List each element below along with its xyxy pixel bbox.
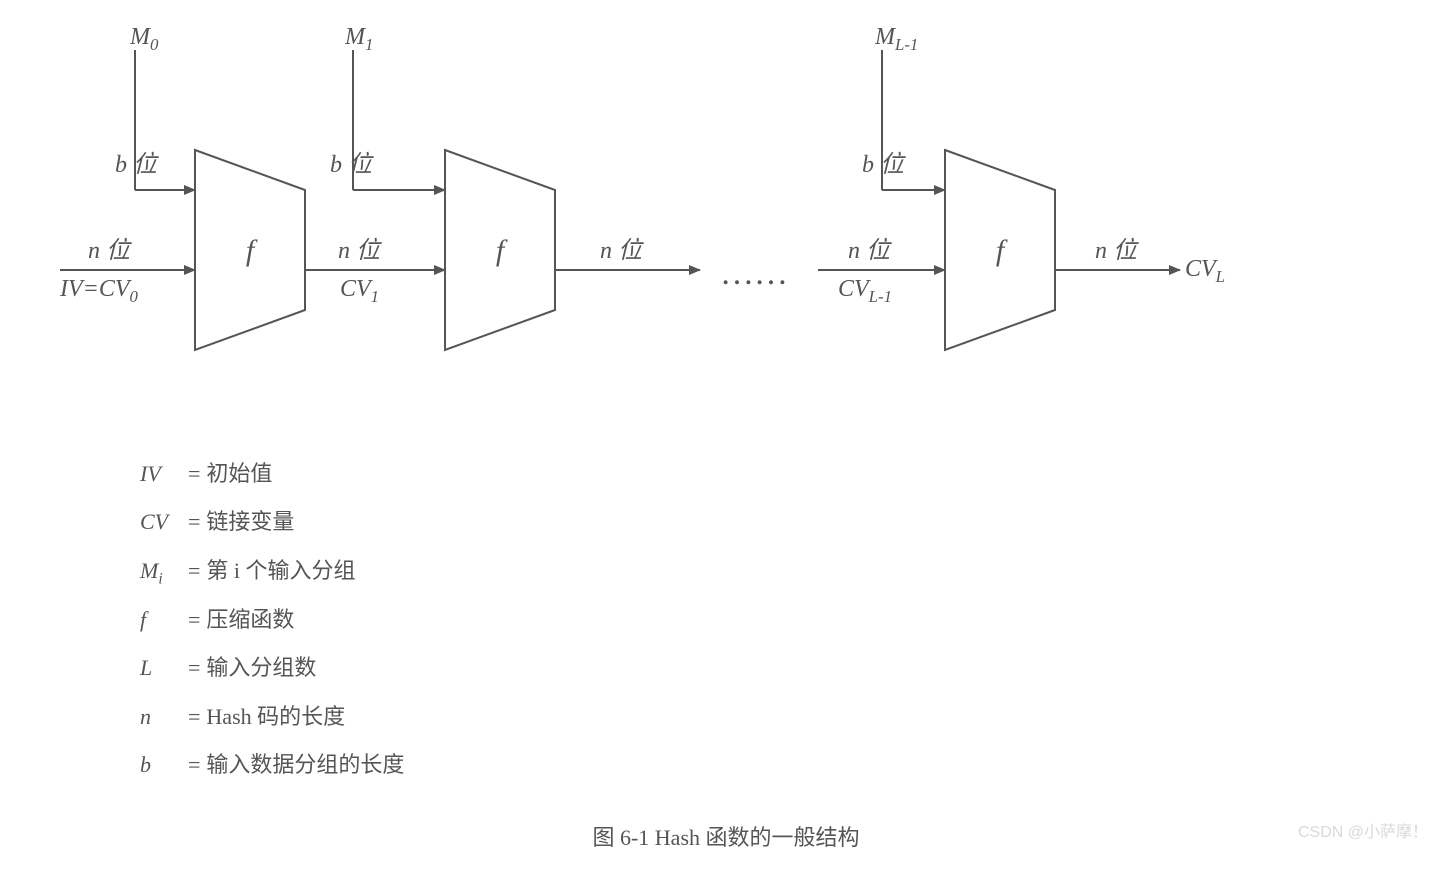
n-bits-label: n 位 [848, 237, 892, 264]
legend-row: L=输入分组数 [140, 644, 1432, 692]
legend-definition: 输入数据分组的长度 [206, 741, 404, 789]
n-bits-label: n 位 [600, 237, 644, 264]
legend-equals: = [188, 741, 200, 789]
legend-symbol: f [140, 596, 182, 644]
message-block-label: M0 [130, 24, 220, 58]
legend-row: b=输入数据分组的长度 [140, 741, 1432, 789]
n-bits-label: n 位 [338, 237, 382, 264]
legend-equals: = [188, 693, 200, 741]
message-block-label: ML-1 [875, 24, 965, 58]
legend-definition: 压缩函数 [206, 596, 294, 644]
legend-equals: = [188, 450, 200, 498]
chaining-variable-label: IV=CV0 [60, 276, 210, 310]
watermark: CSDN @小萨摩！ [1298, 818, 1428, 842]
n-bits-label: n 位 [1095, 237, 1139, 264]
legend-symbol: CV [140, 498, 182, 546]
n-bits-label: n 位 [88, 237, 132, 264]
legend-row: n=Hash 码的长度 [140, 693, 1432, 741]
legend-row: f=压缩函数 [140, 596, 1432, 644]
legend-definition: 链接变量 [206, 498, 294, 546]
legend-equals: = [188, 547, 200, 595]
legend: IV=初始值CV=链接变量Mi=第 i 个输入分组f=压缩函数L=输入分组数n=… [140, 450, 1432, 790]
legend-definition: 初始值 [206, 450, 272, 498]
legend-equals: = [188, 596, 200, 644]
message-block-label: M1 [345, 24, 435, 58]
legend-symbol: L [140, 644, 182, 692]
legend-row: IV=初始值 [140, 450, 1432, 498]
b-bits-label: b 位 [115, 151, 159, 178]
legend-definition: Hash 码的长度 [206, 693, 345, 741]
diagram-svg: f f f M0 b 位 M1 b 位 ML-1 b 位 n 位 IV=CV0 n 位 CV1 n 位 CV… [20, 20, 1432, 420]
output-cv-label: CVL [1185, 256, 1285, 290]
chaining-variable-label: CVL-1 [838, 276, 988, 310]
legend-symbol: IV [140, 450, 182, 498]
chaining-variable-label: CV1 [340, 276, 490, 310]
legend-row: CV=链接变量 [140, 498, 1432, 546]
legend-definition: 第 i 个输入分组 [206, 547, 355, 595]
ellipsis: …… [720, 255, 788, 292]
legend-symbol: Mi [140, 547, 182, 596]
figure-caption: 图 6-1 Hash 函数的一般结构 [20, 820, 1432, 852]
compression-label: f [996, 234, 1008, 267]
legend-row: Mi=第 i 个输入分组 [140, 547, 1432, 596]
compression-label: f [246, 234, 258, 267]
legend-equals: = [188, 498, 200, 546]
legend-definition: 输入分组数 [206, 644, 316, 692]
b-bits-label: b 位 [330, 151, 374, 178]
legend-symbol: b [140, 741, 182, 789]
hash-structure-diagram: f f f M0 b 位 M1 b 位 ML-1 b 位 n 位 IV=CV0 n 位 CV1 n 位 CV… [20, 20, 1432, 420]
compression-label: f [496, 234, 508, 267]
b-bits-label: b 位 [862, 151, 906, 178]
legend-equals: = [188, 644, 200, 692]
legend-symbol: n [140, 693, 182, 741]
